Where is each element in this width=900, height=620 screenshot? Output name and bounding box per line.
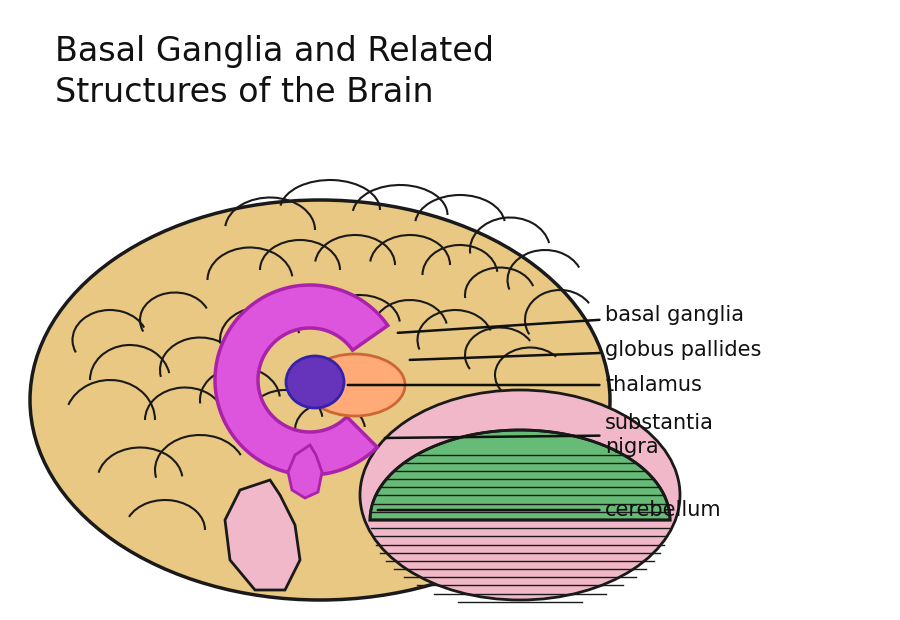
Polygon shape — [288, 445, 322, 498]
Text: Basal Ganglia and Related
Structures of the Brain: Basal Ganglia and Related Structures of … — [55, 35, 494, 108]
Polygon shape — [215, 285, 388, 475]
Text: substantia
nigra: substantia nigra — [385, 414, 714, 456]
Text: thalamus: thalamus — [347, 375, 702, 395]
Polygon shape — [370, 430, 670, 520]
Ellipse shape — [305, 354, 405, 416]
Polygon shape — [225, 480, 300, 590]
Ellipse shape — [360, 390, 680, 600]
Text: globus pallides: globus pallides — [410, 340, 761, 360]
Text: cerebellum: cerebellum — [378, 500, 722, 520]
Text: basal ganglia: basal ganglia — [398, 305, 744, 333]
Ellipse shape — [30, 200, 610, 600]
Ellipse shape — [286, 356, 344, 408]
